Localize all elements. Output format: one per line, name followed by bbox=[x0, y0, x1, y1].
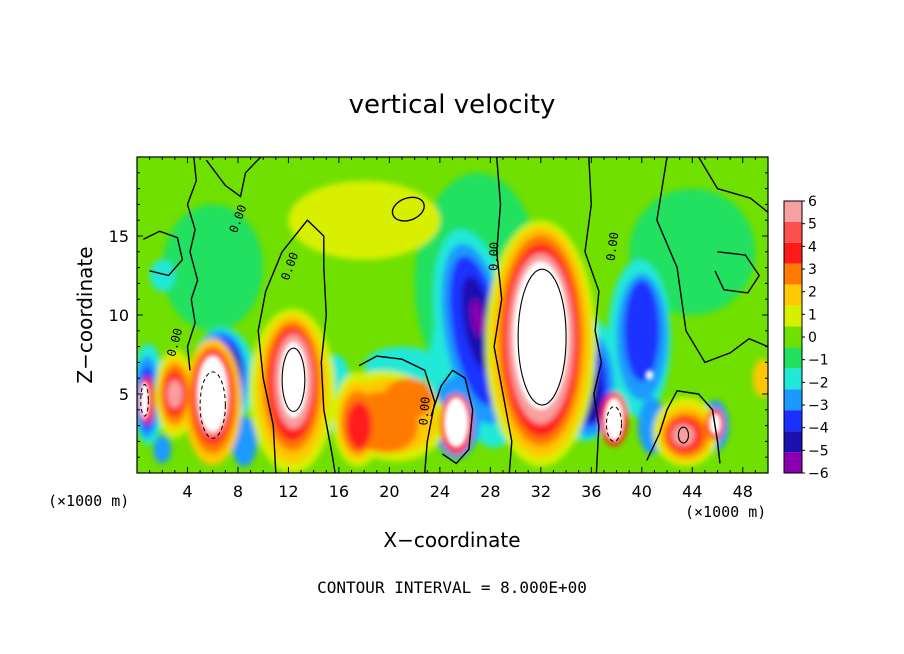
field-blob bbox=[149, 259, 175, 292]
colorbar-swatch bbox=[784, 410, 802, 432]
y-tick-label: 5 bbox=[119, 385, 129, 404]
colorbar: 6 5 4 3 2 1 0 −1 −2 −3 −4 −5 −6 bbox=[783, 194, 829, 482]
colorbar-swatch bbox=[784, 221, 802, 243]
contour-zero-loop bbox=[391, 196, 425, 222]
field-blob bbox=[346, 401, 372, 450]
x-unit-right: (×1000 m) bbox=[685, 503, 766, 521]
colorbar-swatch bbox=[784, 326, 802, 348]
x-tick-label: 24 bbox=[430, 482, 450, 501]
colorbar-label: 2 bbox=[808, 285, 817, 301]
contour-label: 0.00 bbox=[604, 231, 622, 262]
contour-negative bbox=[140, 384, 149, 417]
contour-positive bbox=[517, 268, 567, 406]
x-tick-label: 28 bbox=[480, 482, 500, 501]
colorbar-label: −6 bbox=[808, 466, 829, 482]
x-unit-left: (×1000 m) bbox=[48, 492, 129, 510]
colorbar-label: −5 bbox=[808, 443, 829, 459]
contour-zero bbox=[584, 157, 603, 473]
x-tick-label: 4 bbox=[182, 482, 192, 501]
contour-zero bbox=[186, 157, 199, 371]
y-tick-label: 10 bbox=[109, 306, 129, 325]
contour-negative bbox=[605, 406, 623, 442]
colorbar-label: −4 bbox=[808, 421, 829, 437]
contour-zero bbox=[714, 251, 761, 294]
x-tick-label: 20 bbox=[379, 482, 399, 501]
colorbar-label: 5 bbox=[808, 217, 817, 233]
core-blob bbox=[645, 370, 654, 380]
colorbar-label: −1 bbox=[808, 353, 829, 369]
core-blob bbox=[513, 261, 569, 410]
colorbar-label: 0 bbox=[808, 330, 817, 346]
x-tick-label: 16 bbox=[329, 482, 349, 501]
field-blob bbox=[624, 280, 660, 382]
colorbar-swatch bbox=[784, 389, 802, 411]
colorbar-swatch bbox=[784, 452, 802, 473]
contour-zero bbox=[358, 355, 436, 473]
contour-positive bbox=[677, 426, 690, 444]
field-blob bbox=[167, 379, 183, 409]
contour-zero bbox=[493, 157, 513, 473]
contour-zero bbox=[697, 157, 768, 213]
field-blob bbox=[672, 424, 695, 447]
x-tick-label: 8 bbox=[233, 482, 243, 501]
x-tick-label: 32 bbox=[531, 482, 551, 501]
colorbar-swatch bbox=[784, 263, 802, 285]
velocity-cores bbox=[139, 261, 722, 448]
contour-interval-note: CONTOUR INTERVAL = 8.000E+00 bbox=[317, 578, 587, 597]
contour-label: 0.00 bbox=[486, 242, 501, 271]
core-blob bbox=[279, 341, 308, 418]
colorbar-swatch bbox=[784, 242, 802, 264]
colorbar-swatch bbox=[784, 284, 802, 306]
colorbar-swatch bbox=[784, 201, 802, 222]
colorbar-label: 1 bbox=[808, 307, 817, 323]
x-tick-label: 48 bbox=[733, 482, 753, 501]
field-blob bbox=[288, 180, 440, 260]
chart-title: vertical velocity bbox=[349, 90, 556, 120]
field-blob bbox=[470, 299, 485, 337]
field-blob bbox=[153, 435, 172, 464]
colorbar-label: 3 bbox=[808, 262, 817, 278]
field-blob bbox=[162, 204, 264, 331]
x-tick-label: 36 bbox=[581, 482, 601, 501]
colorbar-swatch bbox=[784, 368, 802, 390]
contour-zero bbox=[430, 369, 474, 465]
y-axis-label: Z−coordinate bbox=[73, 246, 97, 383]
colorbar-swatch bbox=[784, 431, 802, 453]
x-axis-label: X−coordinate bbox=[383, 528, 520, 552]
colorbar-label: −3 bbox=[808, 398, 829, 414]
contour-zero bbox=[205, 157, 262, 198]
core-blob bbox=[443, 397, 469, 448]
y-axis-ticks: 5 10 15 bbox=[109, 172, 768, 458]
colorbar-swatch bbox=[784, 347, 802, 369]
x-tick-label: 44 bbox=[682, 482, 702, 501]
colorbar-label: 6 bbox=[808, 194, 817, 210]
contour-negative bbox=[199, 371, 226, 439]
contour-zero bbox=[142, 230, 184, 277]
contour-positive bbox=[281, 347, 306, 412]
contour-label: 0.00 bbox=[416, 396, 432, 426]
colorbar-label: 4 bbox=[808, 239, 817, 255]
contour-zero bbox=[656, 157, 768, 364]
contour-zero bbox=[257, 219, 336, 473]
y-tick-label: 15 bbox=[109, 227, 129, 246]
core-blob bbox=[197, 356, 228, 432]
field-blob bbox=[752, 359, 768, 398]
plot-area: 0.000.000.000.00 0.000.00 bbox=[137, 157, 768, 473]
x-tick-label: 40 bbox=[632, 482, 652, 501]
contour-zero bbox=[646, 390, 721, 464]
core-blob bbox=[603, 397, 625, 442]
x-tick-label: 12 bbox=[278, 482, 298, 501]
x-axis-ticks: 4 8 12 16 20 24 28 32 36 40 44 48 bbox=[149, 157, 756, 501]
colorbar-label: −2 bbox=[808, 375, 829, 391]
colorbar-swatch bbox=[784, 305, 802, 327]
